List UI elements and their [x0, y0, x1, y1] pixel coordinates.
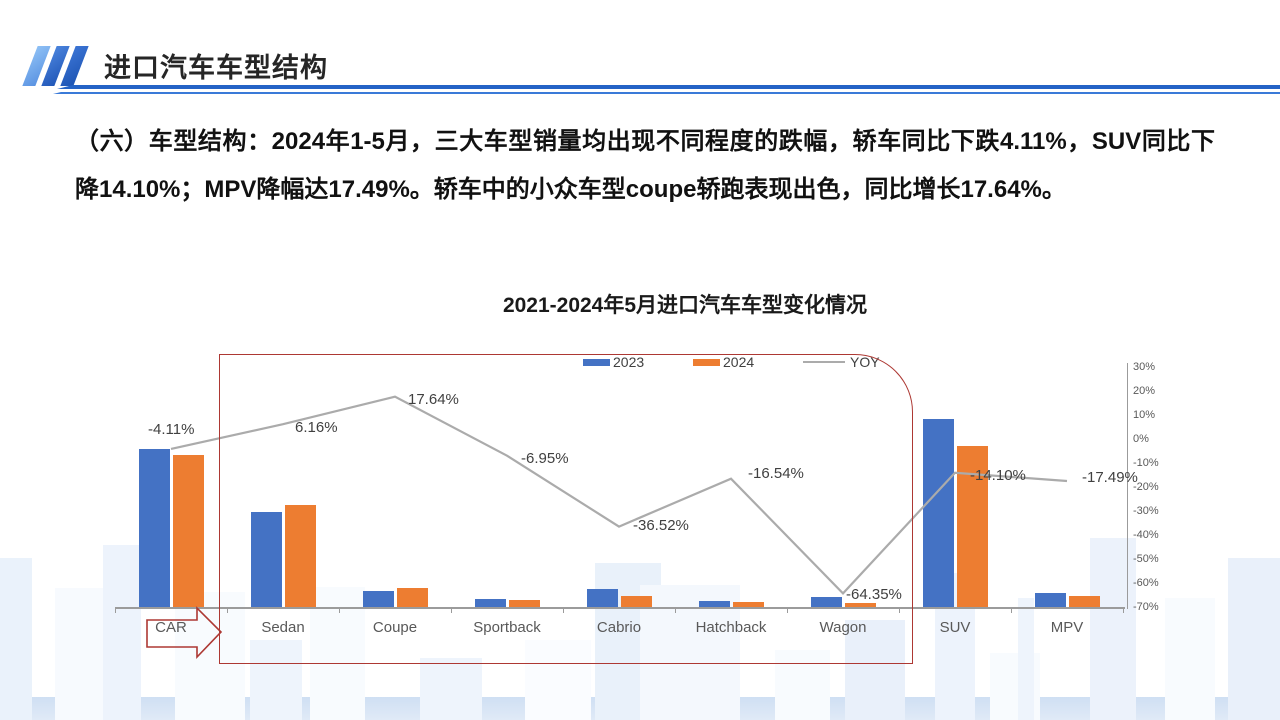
x-axis-tick	[339, 609, 340, 613]
category-label: Sportback	[473, 619, 541, 636]
yoy-value-label: 6.16%	[295, 419, 338, 437]
category-label: Wagon	[819, 619, 867, 636]
legend-item-2024: 2024	[693, 354, 754, 370]
header-rule-top	[57, 85, 1280, 89]
right-y-axis-line	[1127, 363, 1128, 609]
skyline-block	[845, 620, 905, 720]
yoy-value-label: -16.54%	[748, 464, 804, 482]
y-axis-tick-label: -20%	[1133, 481, 1159, 493]
legend-label: 2023	[613, 354, 645, 370]
y-axis-tick-label: 20%	[1133, 385, 1156, 397]
skyline-block	[1165, 598, 1215, 720]
yoy-value-label: -6.95%	[521, 449, 569, 467]
category-label: SUV	[939, 619, 971, 636]
y-axis-tick-label: -50%	[1133, 553, 1159, 565]
y-axis-tick-label: -30%	[1133, 505, 1159, 517]
yoy-value-label: -14.10%	[970, 466, 1026, 484]
yoy-value-label: -64.35%	[846, 586, 902, 604]
skyline-block	[175, 592, 245, 720]
legend-label: 2024	[723, 354, 755, 370]
bar-2023	[811, 597, 842, 607]
yoy-value-label: -17.49%	[1082, 468, 1138, 486]
category-label: CAR	[155, 619, 187, 636]
yoy-value-label: -4.11%	[148, 420, 195, 438]
x-axis-tick	[899, 609, 900, 613]
skyline-block	[1090, 538, 1136, 720]
bar-2023	[363, 591, 394, 607]
y-axis-tick-label: -60%	[1133, 577, 1159, 589]
body-paragraph: （六）车型结构：2024年1-5月，三大车型销量均出现不同程度的跌幅，轿车同比下…	[75, 128, 1215, 203]
yoy-value-label: -36.52%	[633, 516, 689, 534]
y-axis-tick-label: 30%	[1133, 361, 1156, 373]
bar-2023	[1035, 593, 1066, 607]
skyline-block	[420, 658, 482, 720]
skyline-block	[1228, 558, 1280, 720]
bar-2024	[397, 588, 428, 607]
bar-2024	[733, 602, 764, 607]
skyline-block	[103, 545, 141, 720]
legend-swatch-icon	[693, 358, 720, 366]
y-axis-tick-label: 0%	[1133, 433, 1149, 445]
skyline-block	[310, 587, 365, 720]
category-label: Cabrio	[596, 619, 642, 636]
legend-label: YOY	[850, 354, 880, 370]
x-axis-tick	[1011, 609, 1012, 613]
y-axis-tick-label: -70%	[1133, 601, 1159, 613]
legend-line-icon	[803, 361, 845, 363]
y-axis-tick-label: 10%	[1133, 409, 1156, 421]
x-axis-tick	[1123, 609, 1124, 613]
category-label: Coupe	[372, 619, 418, 636]
legend-swatch-icon	[583, 358, 610, 366]
bar-2024	[509, 600, 540, 607]
bar-2024	[173, 455, 204, 607]
category-label: Sedan	[261, 619, 305, 636]
legend-item-yoy: YOY	[803, 354, 880, 370]
x-axis-tick	[451, 609, 452, 613]
skyline-block	[525, 640, 591, 720]
bar-2024	[285, 505, 316, 607]
bar-2023	[475, 599, 506, 607]
skyline-block	[0, 558, 32, 720]
x-axis-line	[115, 607, 1125, 609]
x-axis-tick	[675, 609, 676, 613]
x-axis-tick	[787, 609, 788, 613]
skyline-block	[1018, 598, 1034, 720]
yoy-value-label: 17.64%	[408, 390, 459, 408]
bar-2024	[1069, 596, 1100, 607]
bar-2023	[251, 512, 282, 607]
bar-2023	[587, 589, 618, 607]
category-label: MPV	[1050, 619, 1084, 636]
x-axis-tick	[227, 609, 228, 613]
bar-2023	[139, 449, 170, 607]
header-rule-bottom	[53, 92, 1280, 94]
legend-item-2023: 2023	[583, 354, 644, 370]
x-axis-tick	[115, 609, 116, 613]
chart-title: 2021-2024年5月进口汽车车型变化情况	[502, 294, 868, 317]
bar-2023	[699, 601, 730, 607]
x-axis-tick	[563, 609, 564, 613]
category-label: Hatchback	[695, 619, 767, 636]
bar-2024	[621, 596, 652, 607]
bar-2024	[845, 603, 876, 607]
y-axis-tick-label: -10%	[1133, 457, 1159, 469]
y-axis-tick-label: -40%	[1133, 529, 1159, 541]
skyline-block	[775, 650, 830, 720]
bar-2023	[923, 419, 954, 607]
page-title: 进口汽车车型结构	[104, 53, 328, 83]
skyline-block	[250, 640, 302, 720]
